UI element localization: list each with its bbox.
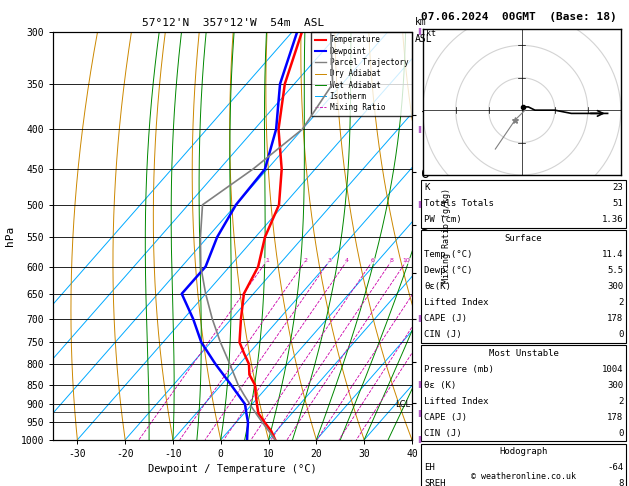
Text: 3: 3 (327, 259, 331, 263)
Text: ||: || (417, 28, 422, 35)
Text: 2: 2 (303, 259, 308, 263)
Text: 10: 10 (403, 259, 410, 263)
Text: Mixing Ratio (g/kg): Mixing Ratio (g/kg) (442, 188, 451, 283)
Text: 8: 8 (389, 259, 393, 263)
Text: Pressure (mb): Pressure (mb) (424, 364, 494, 374)
Text: 300: 300 (607, 282, 623, 291)
Text: 1: 1 (265, 259, 269, 263)
Text: K: K (424, 183, 430, 192)
Text: SREH: SREH (424, 479, 445, 486)
Text: Surface: Surface (505, 234, 542, 243)
Text: 11.4: 11.4 (602, 250, 623, 259)
Text: EH: EH (424, 463, 435, 472)
Text: kt: kt (426, 29, 436, 37)
X-axis label: Dewpoint / Temperature (°C): Dewpoint / Temperature (°C) (148, 465, 317, 474)
Text: Lifted Index: Lifted Index (424, 298, 489, 307)
Y-axis label: hPa: hPa (6, 226, 15, 246)
Text: 2: 2 (618, 298, 623, 307)
Text: CAPE (J): CAPE (J) (424, 413, 467, 422)
Title: 57°12'N  357°12'W  54m  ASL: 57°12'N 357°12'W 54m ASL (142, 18, 324, 28)
Text: 07.06.2024  00GMT  (Base: 18): 07.06.2024 00GMT (Base: 18) (421, 12, 617, 22)
Text: 51: 51 (613, 199, 623, 208)
Text: ||: || (417, 126, 422, 133)
Text: 4: 4 (345, 259, 349, 263)
Text: 0: 0 (618, 429, 623, 438)
Text: CAPE (J): CAPE (J) (424, 314, 467, 323)
Text: 178: 178 (607, 413, 623, 422)
Text: 6: 6 (370, 259, 374, 263)
Text: ||: || (417, 410, 422, 417)
Text: ||: || (417, 315, 422, 322)
Text: ||: || (417, 201, 422, 208)
Text: θε(K): θε(K) (424, 282, 451, 291)
Text: Temp (°C): Temp (°C) (424, 250, 472, 259)
Legend: Temperature, Dewpoint, Parcel Trajectory, Dry Adiabat, Wet Adiabat, Isotherm, Mi: Temperature, Dewpoint, Parcel Trajectory… (311, 32, 412, 116)
Text: 23: 23 (613, 183, 623, 192)
Text: 5.5: 5.5 (607, 266, 623, 275)
Text: Totals Totals: Totals Totals (424, 199, 494, 208)
Text: LCL: LCL (396, 400, 411, 409)
Text: ||: || (417, 381, 422, 388)
Text: 2: 2 (618, 397, 623, 406)
Text: -64: -64 (607, 463, 623, 472)
Text: 300: 300 (607, 381, 623, 390)
Text: CIN (J): CIN (J) (424, 330, 462, 339)
Text: CIN (J): CIN (J) (424, 429, 462, 438)
Text: 1004: 1004 (602, 364, 623, 374)
Text: 0: 0 (618, 330, 623, 339)
Text: © weatheronline.co.uk: © weatheronline.co.uk (471, 472, 576, 481)
Text: Hodograph: Hodograph (499, 447, 548, 456)
Text: ASL: ASL (415, 34, 433, 44)
Text: PW (cm): PW (cm) (424, 215, 462, 225)
Text: 8: 8 (618, 479, 623, 486)
Text: Most Unstable: Most Unstable (489, 348, 559, 358)
Text: km: km (415, 17, 427, 27)
Text: ||: || (417, 436, 422, 443)
Text: Dewp (°C): Dewp (°C) (424, 266, 472, 275)
Text: θε (K): θε (K) (424, 381, 456, 390)
Text: 178: 178 (607, 314, 623, 323)
Text: Lifted Index: Lifted Index (424, 397, 489, 406)
Text: 1.36: 1.36 (602, 215, 623, 225)
